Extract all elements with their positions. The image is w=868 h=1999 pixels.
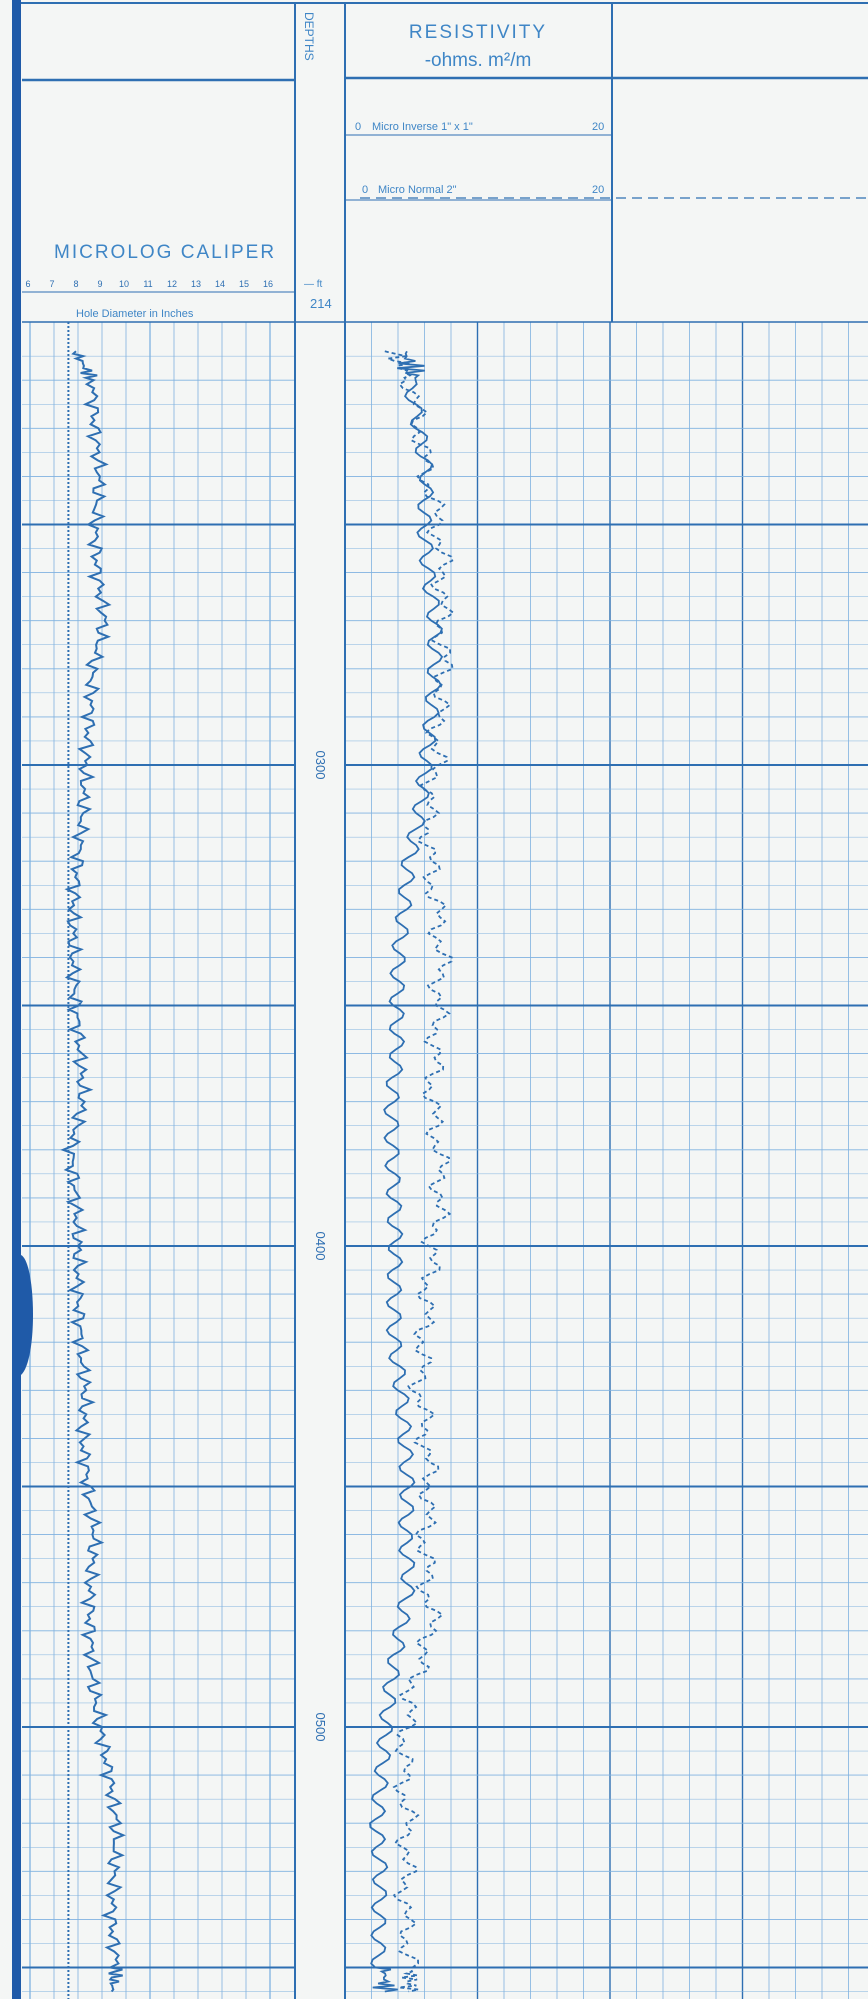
caliper-title: MICROLOG CALIPER [54, 242, 276, 263]
micro-inverse-label: Micro Inverse 1" x 1" [372, 121, 473, 133]
log-curves [60, 322, 455, 1999]
caliper-scale-tick: 6 [25, 279, 30, 289]
log-grid [22, 322, 868, 1999]
log-header: DEPTHS RESISTIVITY -ohms. m²/m 0 Micro I… [14, 0, 868, 323]
micro-normal-curve [384, 350, 455, 1993]
depth-tick-label: 0400 [313, 1232, 328, 1261]
micro-normal-right: 20 [592, 184, 604, 196]
micro-inverse-right: 20 [592, 121, 604, 133]
micro-normal-label: Micro Normal 2" [378, 184, 457, 196]
caliper-scale-tick: 8 [73, 279, 78, 289]
binding-spine [12, 0, 21, 1999]
micro-inverse-left: 0 [355, 121, 361, 133]
caliper-scale: 6 7 8 9 10 11 12 13 14 15 16 [25, 279, 273, 289]
caliper-axis-label: Hole Diameter in Inches [76, 308, 194, 320]
binding-tab [21, 1255, 34, 1375]
micro-inverse-curve [369, 350, 444, 1993]
depth-tick-label: 0500 [313, 1713, 328, 1742]
caliper-scale-tick: 12 [167, 279, 177, 289]
caliper-scale-tick: 14 [215, 279, 225, 289]
resistivity-title: RESISTIVITY [409, 22, 547, 43]
depth-tick-label: 0300 [313, 751, 328, 780]
depths-label: DEPTHS [302, 12, 316, 61]
caliper-scale-tick: 7 [49, 279, 54, 289]
ft-label: — ft [304, 279, 323, 290]
caliper-scale-tick: 10 [119, 279, 129, 289]
caliper-scale-tick: 15 [239, 279, 249, 289]
caliper-scale-tick: 11 [143, 279, 152, 289]
caliper-scale-tick: 16 [263, 279, 273, 289]
depth-labels: 0300 0400 0500 [313, 751, 328, 1742]
start-depth: 214 [310, 296, 332, 311]
resistivity-units: -ohms. m²/m [425, 50, 532, 71]
caliper-scale-tick: 13 [191, 279, 201, 289]
caliper-scale-tick: 9 [97, 279, 102, 289]
caliper-curve [60, 350, 126, 1993]
micro-normal-left: 0 [362, 184, 368, 196]
